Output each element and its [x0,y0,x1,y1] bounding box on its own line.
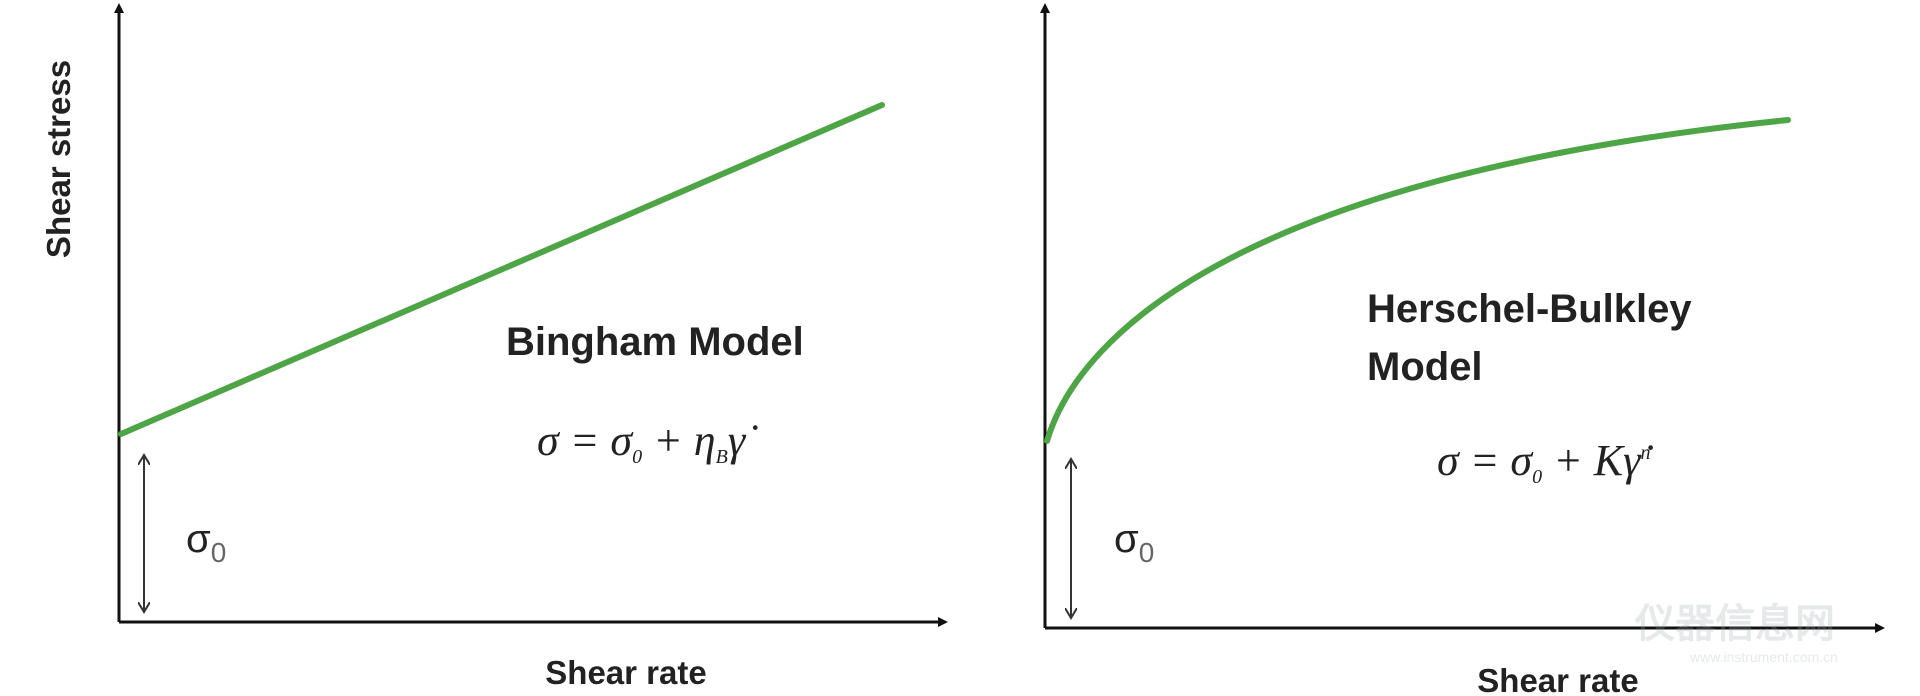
equation-sup: n [1640,442,1650,464]
yield-label: σ0 [1114,517,1154,568]
equation: σ = σ0 + ηBγ̇ [537,416,758,468]
equation-part: + η [642,416,716,465]
herschel-panel: Shear rate σ0 Herschel-Bulkley Model σ =… [1040,3,1885,696]
model-name: Bingham Model [506,320,804,364]
model-name: Model [1367,345,1483,389]
equation-sub: 0 [1532,466,1542,488]
equation-sub: 0 [632,446,642,468]
watermark-title: 仪器信息网 [1634,602,1835,646]
equation-sub: B [716,446,728,468]
equation-part: γ̇ [728,416,758,465]
watermark-url: www.instrument.com.cn [1689,649,1838,665]
yield-sub: 0 [211,537,227,568]
equation: σ = σ0 + Kγ̇n [1437,436,1653,488]
herschel-curve [1044,117,1791,444]
yield-symbol: σ [1114,517,1139,561]
x-axis-label: Shear rate [545,654,706,691]
yield-sub: 0 [1139,537,1155,568]
yield-label: σ0 [186,517,226,568]
model-name: Herschel-Bulkley [1367,287,1692,331]
equation-part: σ = σ [1437,436,1534,485]
y-axis-label: Shear stress [40,60,77,258]
bingham-line [118,102,885,437]
equation-part: σ = σ [537,416,634,465]
bingham-panel: Shear stress Shear rate σ0 Bingham Model… [40,3,948,691]
yield-symbol: σ [186,517,211,561]
watermark: 仪器信息网 www.instrument.com.cn [1634,602,1838,665]
x-axis-label: Shear rate [1477,662,1638,696]
equation-part: + Kγ̇ [1542,436,1653,485]
